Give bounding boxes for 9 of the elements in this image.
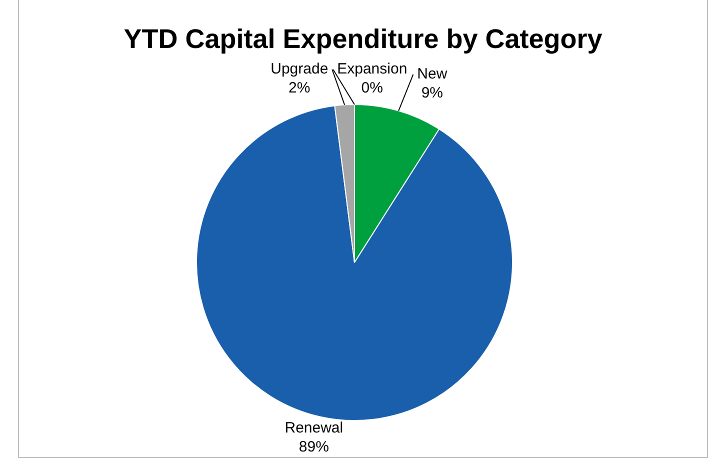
data-label: 89%: [298, 438, 329, 456]
category-label: Expansion: [337, 60, 408, 78]
data-label: 2%: [288, 80, 310, 97]
chart-title: YTD Capital Expenditure by Category: [122, 24, 604, 55]
data-label: 9%: [421, 84, 444, 102]
slice-label: New: [417, 66, 448, 83]
slice-label: Renewal: [284, 420, 344, 437]
slice-label: Upgrade: [270, 60, 328, 78]
text: 0%: [361, 80, 383, 97]
